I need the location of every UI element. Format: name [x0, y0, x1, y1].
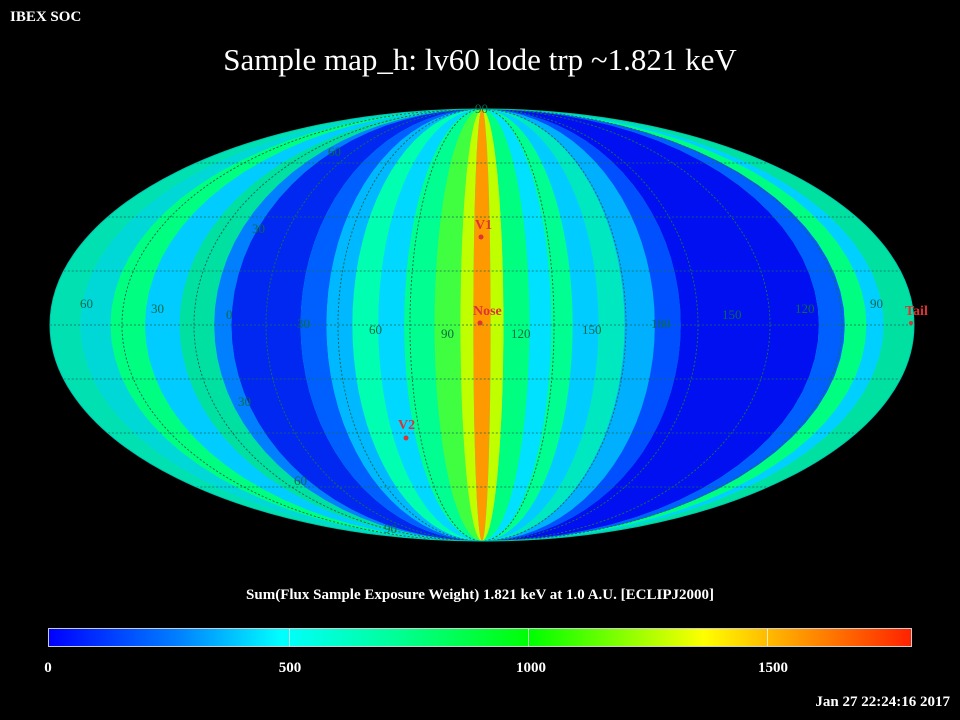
map-band: [482, 109, 573, 541]
colorbar-title: Sum(Flux Sample Exposure Weight) 1.821 k…: [246, 587, 714, 603]
map-band: [482, 109, 819, 541]
colorbar-tick-500: [288, 629, 290, 646]
lat-label-90-north: 90: [475, 101, 488, 116]
marker-v1: [478, 234, 484, 240]
colorbar-label-0: 0: [44, 660, 52, 676]
lat-label-60-south: 60: [294, 473, 307, 488]
lon-label-300: 60: [369, 322, 382, 337]
map-band: [482, 109, 655, 541]
lon-label-270: 90: [441, 326, 454, 341]
lat-label-30-south: 30: [238, 394, 251, 409]
org-label: IBEX SOC: [10, 9, 82, 25]
sky-map: 90 60 30 30 60 90 60 30 0 30 60 90 120 1…: [49, 101, 928, 542]
colorbar-label-1000: 1000: [516, 660, 546, 676]
colorbar-label-500: 500: [278, 660, 302, 676]
colorbar: [48, 628, 912, 647]
lon-label-330: 30: [297, 316, 310, 331]
lon-label-240: 120: [511, 326, 531, 341]
grid-meridian: [265, 109, 699, 541]
lon-label-150: 150: [722, 307, 742, 322]
map-outline: [49, 108, 915, 542]
map-band: [231, 109, 482, 541]
lat-label-90-south: 90: [384, 521, 397, 536]
lat-label-30-north: 30: [252, 221, 265, 236]
map-bands: [50, 109, 914, 541]
colorbar-tick-1000: [528, 629, 530, 646]
marker-label-nose: Nose: [473, 304, 502, 319]
map-title: Sample map_h: lv60 lode trp ~1.821 keV: [223, 42, 737, 77]
marker-v2: [403, 435, 409, 441]
grid-meridian: [337, 109, 627, 541]
lon-label-0: 0: [226, 307, 233, 322]
grid-meridian: [409, 109, 555, 541]
grid-meridian: [121, 109, 843, 541]
lon-label-60: 60: [80, 296, 93, 311]
marker-label-v1: V1: [475, 218, 492, 233]
marker-tail: [909, 321, 913, 325]
grid-meridian: [193, 109, 771, 541]
lon-label-210: 150: [582, 322, 602, 337]
map-band: [300, 109, 482, 541]
lon-label-120: 120: [795, 301, 815, 316]
lat-label-60-north: 60: [328, 144, 341, 159]
colorbar-label-1500: 1500: [758, 660, 788, 676]
marker-nose: [477, 320, 483, 326]
lon-label-180: 180: [651, 316, 671, 331]
lon-label-90: 90: [870, 296, 883, 311]
marker-label-tail: Tail: [905, 304, 928, 319]
colorbar-tick-1500: [767, 629, 769, 646]
timestamp: Jan 27 22:24:16 2017: [815, 694, 950, 710]
map-band: [482, 109, 504, 541]
marker-label-v2: V2: [398, 418, 415, 433]
lon-label-30: 30: [151, 301, 164, 316]
map-band: [404, 109, 482, 541]
